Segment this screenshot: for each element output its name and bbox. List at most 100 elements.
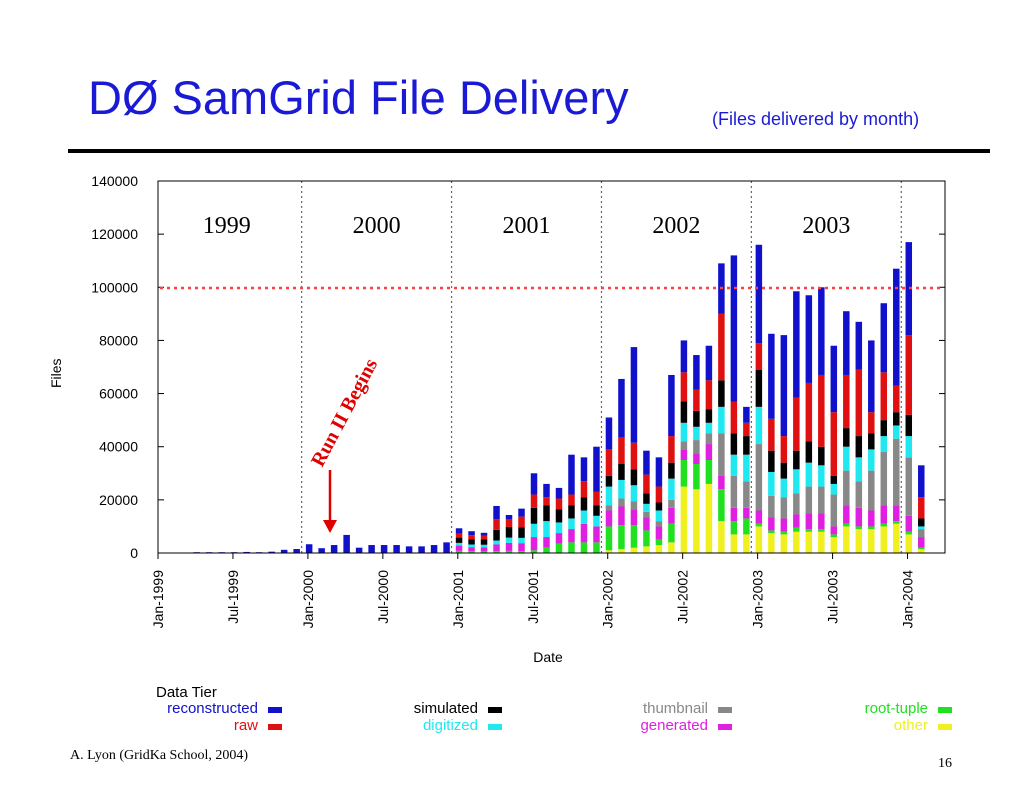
bar-segment-digitized: [468, 544, 475, 548]
bar-segment-reconstructed: [868, 340, 875, 413]
bar-segment-digitized: [705, 422, 713, 434]
bar-segment-raw: [718, 313, 725, 381]
bar-segment-root-tuple: [593, 542, 600, 553]
bar-segment-simulated: [893, 412, 900, 426]
bar-segment-other: [693, 489, 700, 553]
bar-segment-raw: [730, 401, 738, 434]
bar-segment-thumbnail: [743, 481, 750, 508]
bar-segment-simulated: [868, 433, 875, 450]
bar-segment-root-tuple: [505, 550, 513, 553]
bar-segment-thumbnail: [643, 511, 650, 518]
bar-segment-digitized: [555, 522, 563, 534]
legend-item-other: other: [778, 717, 952, 734]
bar-segment-reconstructed: [530, 473, 538, 495]
bar-segment-reconstructed: [443, 542, 450, 553]
bar-segment-digitized: [480, 544, 488, 548]
bar-segment-thumbnail: [605, 505, 613, 511]
bar-segment-reconstructed: [693, 355, 700, 390]
bar-segment-root-tuple: [905, 531, 913, 535]
legend-label: generated: [640, 717, 708, 734]
bar-segment-digitized: [568, 518, 575, 530]
bar-segment-simulated: [705, 409, 713, 423]
bar-segment-raw: [555, 498, 563, 510]
bar-segment-simulated: [493, 529, 500, 541]
x-tick-label: Jul-1999: [225, 570, 241, 624]
bar-segment-thumbnail: [755, 444, 763, 511]
bar-segment-digitized: [830, 483, 838, 495]
bar-segment-generated: [855, 507, 863, 527]
x-tick-label: Jul-2001: [525, 570, 541, 624]
bar-segment-generated: [593, 526, 600, 543]
legend-label: reconstructed: [167, 700, 258, 717]
bar-segment-thumbnail: [880, 452, 888, 506]
bar-segment-reconstructed: [755, 244, 763, 344]
bar-segment-digitized: [818, 465, 825, 487]
bar-segment-reconstructed: [243, 551, 250, 553]
bar-segment-simulated: [718, 380, 725, 407]
bar-segment-root-tuple: [893, 521, 900, 524]
legend-swatch: [938, 707, 952, 713]
bar-segment-other: [718, 521, 725, 553]
slide-subtitle: (Files delivered by month): [712, 109, 920, 129]
bar-segment-reconstructed: [568, 454, 575, 495]
legend-item-generated: generated: [558, 717, 732, 734]
bar-segment-digitized: [593, 515, 600, 527]
bar-segment-other: [705, 483, 713, 553]
bar-segment-simulated: [593, 505, 600, 516]
bar-segment-simulated: [580, 497, 588, 511]
bar-segment-simulated: [693, 410, 700, 427]
bar-segment-other: [893, 523, 900, 553]
x-tick-label: Jan-2000: [300, 570, 316, 629]
bar-segment-thumbnail: [705, 433, 713, 445]
bar-segment-reconstructed: [730, 255, 738, 402]
bar-segment-root-tuple: [818, 529, 825, 532]
bar-segment-generated: [543, 537, 550, 548]
bar-segment-raw: [743, 422, 750, 437]
bar-segment-reconstructed: [618, 378, 625, 438]
bar-segment-other: [668, 542, 675, 553]
bar-segment-digitized: [730, 454, 738, 476]
bar-segment-generated: [868, 510, 875, 527]
bar-segment-root-tuple: [580, 542, 588, 553]
bar-segment-simulated: [568, 505, 575, 519]
bar-segment-generated: [530, 537, 538, 551]
y-tick-label: 80000: [99, 332, 138, 348]
bar-segment-thumbnail: [868, 470, 875, 511]
bar-segment-thumbnail: [618, 498, 625, 507]
bar-segment-root-tuple: [618, 525, 625, 550]
bar-segment-other: [880, 526, 888, 553]
bar-segment-simulated: [505, 526, 513, 538]
bar-segment-raw: [893, 385, 900, 413]
legend-label: simulated: [413, 700, 478, 717]
bar-segment-generated: [643, 517, 650, 531]
bar-segment-other: [830, 537, 838, 553]
bar-segment-raw: [605, 449, 613, 476]
bar-segment-reconstructed: [855, 321, 863, 370]
bar-segment-generated: [780, 518, 788, 532]
bar-segment-digitized: [455, 542, 463, 546]
page-number: 16: [938, 756, 952, 771]
x-tick-label: Jan-2004: [900, 570, 916, 629]
bar-segment-other: [793, 531, 800, 553]
bar-segment-digitized: [618, 479, 625, 499]
bar-segment-raw: [530, 494, 538, 508]
footer-author: A. Lyon (GridKa School, 2004): [70, 748, 249, 763]
bar-segment-generated: [755, 510, 763, 524]
legend-swatch: [718, 707, 732, 713]
bar-segment-reconstructed: [455, 528, 463, 534]
year-label-1999: 1999: [203, 213, 251, 239]
year-label-2002: 2002: [652, 213, 700, 239]
bar-segment-reconstructed: [893, 268, 900, 386]
bar-segment-reconstructed: [668, 374, 675, 437]
bar-segment-root-tuple: [518, 551, 525, 553]
bar-segment-raw: [493, 519, 500, 530]
bar-segment-simulated: [905, 414, 913, 437]
y-tick-label: 60000: [99, 386, 138, 402]
bar-segment-raw: [618, 437, 625, 464]
bar-segment-thumbnail: [843, 470, 850, 506]
run-ii-begins-label: Run II Begins: [307, 355, 382, 471]
bar-segment-reconstructed: [680, 340, 688, 373]
bar-segment-simulated: [530, 507, 538, 524]
bar-segment-generated: [518, 543, 525, 552]
bar-segment-reconstructed: [430, 545, 438, 553]
